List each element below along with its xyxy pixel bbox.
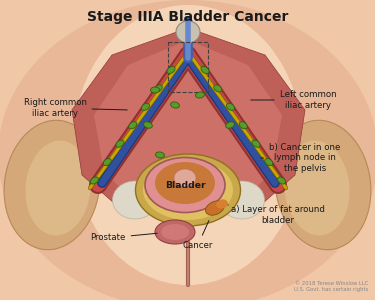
Ellipse shape xyxy=(226,122,234,128)
Text: Right common
iliac artery: Right common iliac artery xyxy=(24,98,127,118)
Ellipse shape xyxy=(145,158,225,212)
Ellipse shape xyxy=(155,220,195,244)
Ellipse shape xyxy=(150,87,159,93)
Text: © 2018 Terese Winslow LLC
U.S. Govt. has certain rights: © 2018 Terese Winslow LLC U.S. Govt. has… xyxy=(294,281,368,292)
Ellipse shape xyxy=(112,181,158,219)
Ellipse shape xyxy=(239,122,248,129)
Ellipse shape xyxy=(143,160,233,220)
Ellipse shape xyxy=(73,5,303,285)
Ellipse shape xyxy=(275,120,371,250)
Ellipse shape xyxy=(103,158,111,166)
Ellipse shape xyxy=(4,120,100,250)
Ellipse shape xyxy=(90,177,99,184)
Text: a) Layer of fat around
bladder: a) Layer of fat around bladder xyxy=(228,205,325,225)
Ellipse shape xyxy=(161,224,189,240)
Text: Stage IIIA Bladder Cancer: Stage IIIA Bladder Cancer xyxy=(87,10,289,24)
Ellipse shape xyxy=(176,21,200,43)
Ellipse shape xyxy=(265,158,273,166)
Ellipse shape xyxy=(141,103,150,110)
Ellipse shape xyxy=(216,200,228,208)
Ellipse shape xyxy=(214,85,222,92)
Ellipse shape xyxy=(144,122,152,128)
Text: Left common
iliac artery: Left common iliac artery xyxy=(251,90,336,110)
Text: Prostate: Prostate xyxy=(90,233,157,242)
Ellipse shape xyxy=(219,181,264,219)
Text: Cancer: Cancer xyxy=(183,220,213,250)
Ellipse shape xyxy=(135,154,240,226)
Ellipse shape xyxy=(201,66,209,74)
Ellipse shape xyxy=(171,102,179,108)
Ellipse shape xyxy=(156,152,165,158)
Polygon shape xyxy=(72,28,305,220)
Ellipse shape xyxy=(155,162,215,204)
Text: Bladder: Bladder xyxy=(165,181,206,190)
Polygon shape xyxy=(94,40,282,213)
Ellipse shape xyxy=(167,66,175,74)
Ellipse shape xyxy=(226,103,235,110)
Text: b) Cancer in one
lymph node in
the pelvis: b) Cancer in one lymph node in the pelvi… xyxy=(261,143,340,173)
Ellipse shape xyxy=(26,141,91,236)
Ellipse shape xyxy=(206,201,225,215)
Ellipse shape xyxy=(284,141,350,236)
Ellipse shape xyxy=(252,140,260,147)
Ellipse shape xyxy=(129,122,137,129)
Ellipse shape xyxy=(195,92,204,98)
Ellipse shape xyxy=(154,85,162,92)
Ellipse shape xyxy=(278,177,286,184)
Ellipse shape xyxy=(116,140,124,147)
Ellipse shape xyxy=(174,169,196,187)
